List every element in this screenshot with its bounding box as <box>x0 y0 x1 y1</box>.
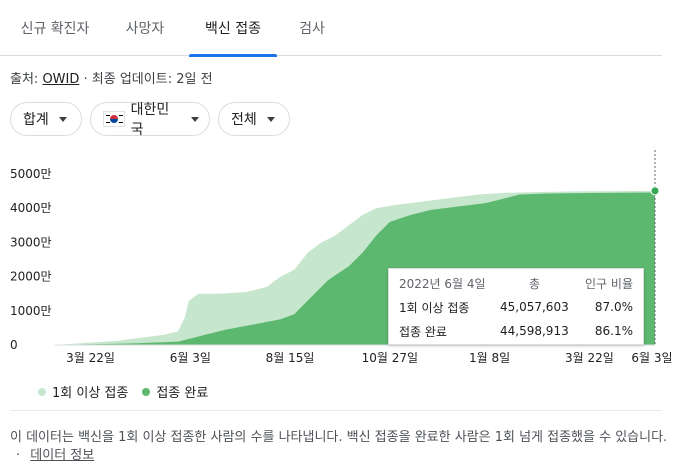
last-updated: · 최종 업데이트: 2일 전 <box>83 72 213 87</box>
tooltip-row-pct: 87.0% <box>594 300 633 314</box>
footnote-text: 이 데이터는 백신을 1회 이상 접종한 사람의 수를 나타냅니다. 백신 접종… <box>10 430 668 445</box>
active-tab-indicator <box>189 54 277 57</box>
chevron-down-icon <box>58 116 67 122</box>
x-tick-label: 6월 3일 <box>170 351 211 365</box>
tab-label: 신규 확진자 <box>20 21 90 37</box>
y-tick-label: 0 <box>10 338 18 352</box>
group-dropdown-value: 전체 <box>231 112 257 128</box>
x-tick-label: 1월 8일 <box>469 351 510 365</box>
source-line: 출처: OWID · 최종 업데이트: 2일 전 <box>10 68 213 87</box>
tooltip-date: 2022년 6월 4일 <box>399 276 486 291</box>
y-tick-label: 2000만 <box>10 270 52 284</box>
x-tick-label: 10월 27일 <box>362 351 418 365</box>
tooltip-row-pct: 86.1% <box>594 324 633 338</box>
chart-legend: 1회 이상 접종 접종 완료 <box>38 382 208 401</box>
tooltip-row-total: 44,598,913 <box>500 324 569 338</box>
tab-label: 검사 <box>299 21 325 37</box>
tab-deaths[interactable]: 사망자 <box>110 0 180 56</box>
tooltip-col-pct: 인구 비율 <box>585 276 633 291</box>
metric-dropdown[interactable]: 합계 <box>10 102 82 136</box>
legend-swatch-at-least-one <box>38 387 46 396</box>
legend-label-fully: 접종 완료 <box>156 386 209 401</box>
y-tick-label: 1000만 <box>10 304 52 318</box>
tab-tests[interactable]: 검사 <box>287 0 337 56</box>
metric-dropdown-value: 합계 <box>23 112 49 128</box>
country-dropdown-value: 대한민국 <box>130 102 170 138</box>
tab-label: 백신 접종 <box>205 21 261 37</box>
x-tick-label: 8월 15일 <box>266 351 315 365</box>
x-tick-label: 3월 22일 <box>66 351 115 365</box>
source-link[interactable]: OWID <box>42 72 80 87</box>
tooltip-row-label: 1회 이상 접종 <box>399 300 470 315</box>
data-info-link[interactable]: 데이터 정보 <box>30 448 95 463</box>
tooltip-col-total: 총 <box>529 276 541 291</box>
legend-swatch-fully <box>142 387 151 396</box>
x-tick-label: 6월 3일 <box>631 351 672 365</box>
x-tick-label: 3월 22일 <box>565 351 614 365</box>
chevron-down-icon <box>266 116 275 122</box>
divider <box>10 410 662 411</box>
tab-vaccination[interactable]: 백신 접종 <box>189 0 277 57</box>
legend-label-at-least-one: 1회 이상 접종 <box>52 386 129 401</box>
group-dropdown[interactable]: 전체 <box>218 102 290 136</box>
footnote: 이 데이터는 백신을 1회 이상 접종한 사람의 수를 나타냅니다. 백신 접종… <box>10 429 670 463</box>
source-prefix: 출처: <box>10 72 39 87</box>
hover-point <box>650 186 660 196</box>
tooltip-row-label: 접종 완료 <box>399 324 447 339</box>
tab-label: 사망자 <box>125 21 165 37</box>
chevron-down-icon <box>191 116 199 122</box>
footnote-separator: · <box>16 448 21 463</box>
y-tick-label: 5000만 <box>10 167 52 181</box>
korea-flag-icon <box>103 111 125 127</box>
tab-bar: 신규 확진자 사망자 백신 접종 검사 <box>0 0 662 57</box>
country-dropdown[interactable]: 대한민국 <box>90 102 210 138</box>
chart-tooltip: 2022년 6월 4일 총 인구 비율 1회 이상 접종 45,057,603 … <box>388 268 644 345</box>
y-tick-label: 4000만 <box>10 201 52 215</box>
tab-new-cases[interactable]: 신규 확진자 <box>10 0 100 56</box>
y-tick-label: 3000만 <box>10 235 52 249</box>
tooltip-row-total: 45,057,603 <box>500 300 569 314</box>
